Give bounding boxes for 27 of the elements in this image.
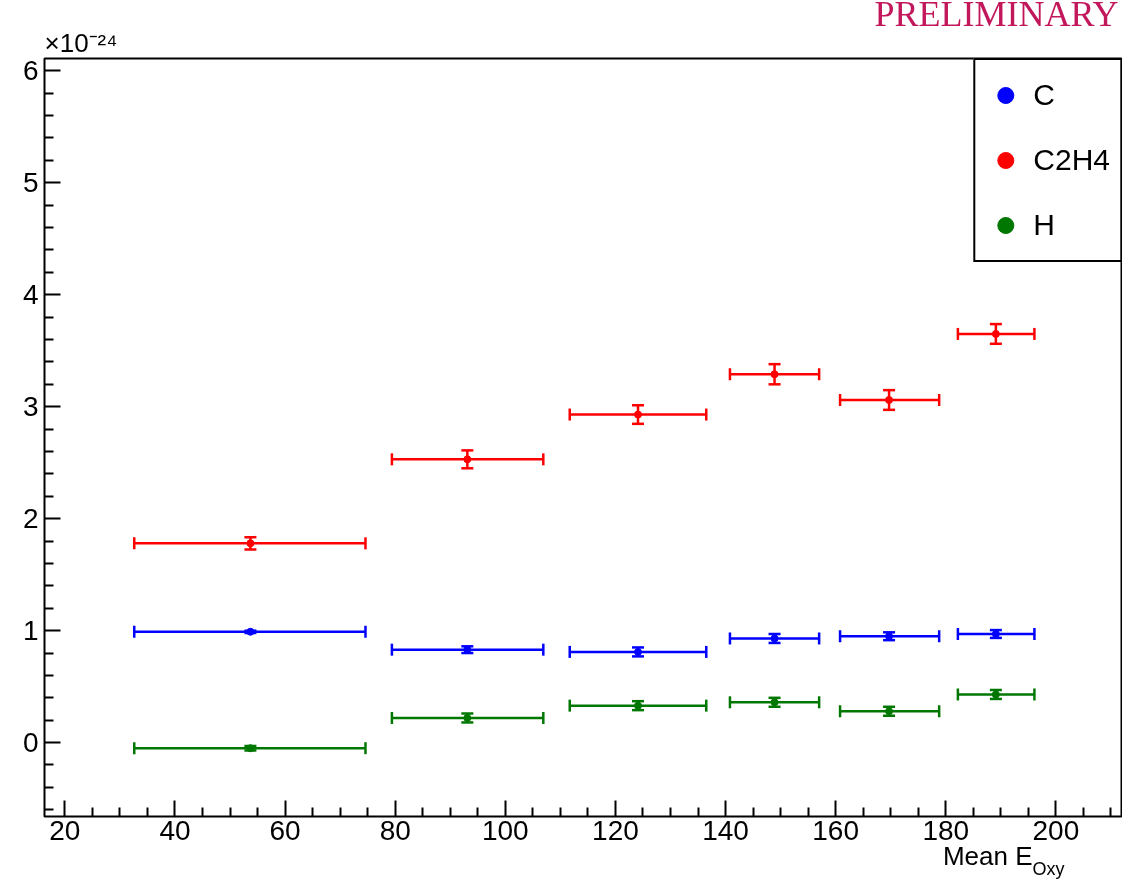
- text: ×10⁻²⁴: [44, 27, 118, 58]
- x-tick-label: 40: [159, 814, 191, 846]
- y-tick-label: 1: [22, 615, 39, 647]
- x-tick-label: 180: [922, 814, 970, 846]
- x-tick-label: 60: [269, 814, 301, 846]
- x-tick-label: 200: [1032, 814, 1080, 846]
- y-tick-label: 6: [22, 55, 39, 87]
- x-tick-label: 100: [481, 814, 529, 846]
- legend-label: C2H4: [1033, 143, 1110, 177]
- y-tick-label: 2: [22, 503, 39, 535]
- x-tick-label: 80: [379, 814, 411, 846]
- x-tick-label: 140: [702, 814, 749, 846]
- point: [885, 396, 894, 404]
- y-tick-label: 4: [22, 279, 39, 311]
- y-tick-label: 5: [22, 167, 39, 199]
- y-tick-label: 3: [22, 391, 39, 423]
- legend-label: C: [1033, 78, 1055, 112]
- x-tick-label: 20: [49, 814, 81, 846]
- x-tick-label: 120: [592, 814, 639, 846]
- legend-label: H: [1033, 208, 1055, 242]
- x-tick-label: 160: [812, 814, 860, 846]
- point: [991, 329, 1000, 338]
- y-tick-label: 0: [22, 727, 39, 759]
- point: [770, 370, 779, 379]
- chart-title: PRELIMINARY: [874, 0, 1119, 34]
- point: [634, 410, 643, 419]
- point: [463, 455, 472, 464]
